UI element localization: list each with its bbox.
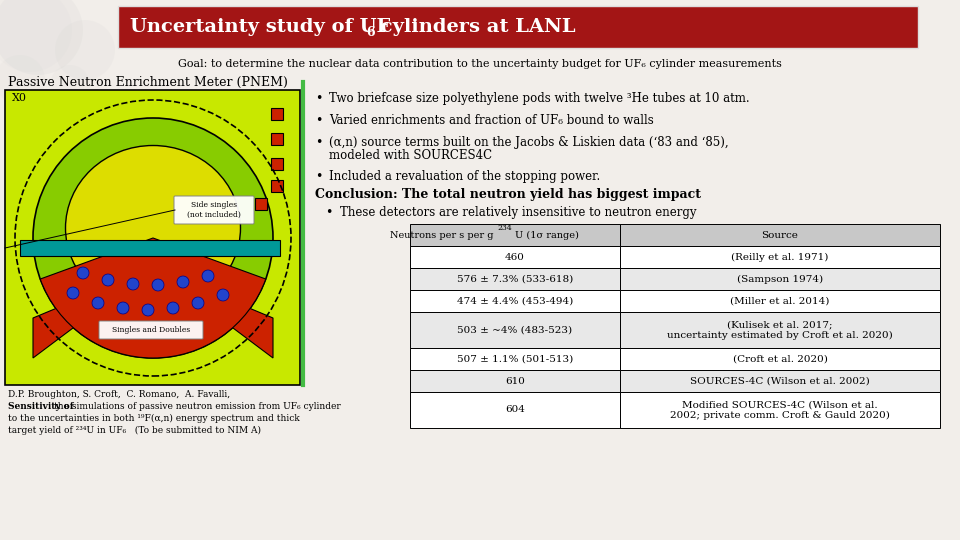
- Circle shape: [152, 279, 164, 291]
- FancyBboxPatch shape: [271, 158, 283, 170]
- Text: (Sampson 1974): (Sampson 1974): [737, 274, 823, 284]
- FancyBboxPatch shape: [410, 246, 620, 268]
- Text: uncertainty estimated by Croft et al. 2020): uncertainty estimated by Croft et al. 20…: [667, 330, 893, 340]
- FancyBboxPatch shape: [620, 348, 940, 370]
- FancyBboxPatch shape: [410, 312, 620, 348]
- Text: Goal: to determine the nuclear data contribution to the uncertainty budget for U: Goal: to determine the nuclear data cont…: [178, 59, 782, 69]
- Circle shape: [33, 118, 273, 358]
- Text: 474 ± 4.4% (453-494): 474 ± 4.4% (453-494): [457, 296, 573, 306]
- Text: 234: 234: [497, 224, 512, 232]
- Wedge shape: [40, 238, 266, 358]
- Text: These detectors are relatively insensitive to neutron energy: These detectors are relatively insensiti…: [340, 206, 697, 219]
- Text: Sensitivity of: Sensitivity of: [8, 402, 74, 411]
- Text: to the uncertainties in both ¹⁹F(α,n) energy spectrum and thick: to the uncertainties in both ¹⁹F(α,n) en…: [8, 414, 300, 423]
- Text: D.P. Broughton, S. Croft,  C. Romano,  A. Favalli,: D.P. Broughton, S. Croft, C. Romano, A. …: [8, 390, 233, 399]
- Circle shape: [92, 297, 104, 309]
- FancyBboxPatch shape: [5, 90, 300, 385]
- Text: 6: 6: [366, 25, 374, 38]
- Circle shape: [77, 267, 89, 279]
- Circle shape: [127, 278, 139, 290]
- FancyBboxPatch shape: [620, 268, 940, 290]
- Circle shape: [202, 270, 214, 282]
- Circle shape: [192, 297, 204, 309]
- FancyBboxPatch shape: [620, 246, 940, 268]
- Text: the simulations of passive neutron emission from UF₆ cylinder: the simulations of passive neutron emiss…: [8, 402, 341, 411]
- Circle shape: [0, 0, 83, 75]
- Text: Uncertainty study of UF: Uncertainty study of UF: [130, 18, 391, 36]
- Text: Side singles
(not included): Side singles (not included): [187, 201, 241, 219]
- Text: (Croft et al. 2020): (Croft et al. 2020): [732, 354, 828, 363]
- Text: Conclusion: The total neutron yield has biggest impact: Conclusion: The total neutron yield has …: [315, 188, 701, 201]
- Text: 610: 610: [505, 376, 525, 386]
- Text: (α,n) source terms built on the Jacobs & Liskien data (‘83 and ‘85),: (α,n) source terms built on the Jacobs &…: [329, 136, 729, 149]
- FancyBboxPatch shape: [410, 370, 620, 392]
- FancyBboxPatch shape: [410, 290, 620, 312]
- Text: Neutrons per s per g: Neutrons per s per g: [391, 231, 497, 240]
- Circle shape: [50, 65, 90, 105]
- FancyBboxPatch shape: [620, 224, 940, 246]
- Text: •: •: [315, 114, 323, 127]
- FancyBboxPatch shape: [620, 370, 940, 392]
- Text: SOURCES-4C (Wilson et al. 2002): SOURCES-4C (Wilson et al. 2002): [690, 376, 870, 386]
- Text: 604: 604: [505, 406, 525, 415]
- FancyBboxPatch shape: [620, 392, 940, 428]
- Ellipse shape: [65, 145, 241, 310]
- Text: •: •: [315, 170, 323, 183]
- Text: Included a revaluation of the stopping power.: Included a revaluation of the stopping p…: [329, 170, 600, 183]
- FancyBboxPatch shape: [620, 290, 940, 312]
- Text: Passive Neutron Enrichment Meter (PNEM): Passive Neutron Enrichment Meter (PNEM): [8, 76, 288, 89]
- Text: target yield of ²³⁴U in UF₆   (To be submitted to NIM A): target yield of ²³⁴U in UF₆ (To be submi…: [8, 426, 261, 435]
- Text: Source: Source: [761, 231, 799, 240]
- Circle shape: [55, 20, 115, 80]
- Text: 460: 460: [505, 253, 525, 261]
- FancyBboxPatch shape: [410, 348, 620, 370]
- Text: modeled with SOURCES4C: modeled with SOURCES4C: [329, 149, 492, 162]
- Circle shape: [217, 289, 229, 301]
- Text: Two briefcase size polyethylene pods with twelve ³He tubes at 10 atm.: Two briefcase size polyethylene pods wit…: [329, 92, 750, 105]
- FancyBboxPatch shape: [410, 224, 620, 246]
- Polygon shape: [153, 268, 273, 358]
- Text: Varied enrichments and fraction of UF₆ bound to walls: Varied enrichments and fraction of UF₆ b…: [329, 114, 654, 127]
- Text: cylinders at LANL: cylinders at LANL: [374, 18, 575, 36]
- Text: (Kulisek et al. 2017;: (Kulisek et al. 2017;: [728, 321, 832, 329]
- Text: (Reilly et al. 1971): (Reilly et al. 1971): [732, 252, 828, 261]
- Text: 503 ± ~4% (483-523): 503 ± ~4% (483-523): [457, 326, 572, 334]
- Text: U (1σ range): U (1σ range): [515, 231, 579, 240]
- FancyBboxPatch shape: [99, 321, 203, 339]
- FancyBboxPatch shape: [174, 196, 254, 224]
- FancyBboxPatch shape: [255, 198, 267, 210]
- Circle shape: [102, 274, 114, 286]
- Text: (Miller et al. 2014): (Miller et al. 2014): [731, 296, 829, 306]
- Circle shape: [177, 276, 189, 288]
- FancyBboxPatch shape: [20, 240, 280, 256]
- FancyBboxPatch shape: [410, 392, 620, 428]
- Text: 576 ± 7.3% (533-618): 576 ± 7.3% (533-618): [457, 274, 573, 284]
- FancyBboxPatch shape: [271, 133, 283, 145]
- Circle shape: [0, 0, 72, 72]
- Text: Singles and Doubles: Singles and Doubles: [112, 326, 190, 334]
- FancyBboxPatch shape: [620, 312, 940, 348]
- FancyBboxPatch shape: [271, 180, 283, 192]
- Circle shape: [0, 55, 45, 105]
- FancyBboxPatch shape: [118, 6, 918, 48]
- Text: 507 ± 1.1% (501-513): 507 ± 1.1% (501-513): [457, 354, 573, 363]
- Circle shape: [142, 304, 154, 316]
- FancyBboxPatch shape: [271, 108, 283, 120]
- Circle shape: [67, 287, 79, 299]
- Polygon shape: [33, 268, 153, 358]
- Circle shape: [167, 302, 179, 314]
- Text: •: •: [325, 206, 332, 219]
- FancyBboxPatch shape: [410, 268, 620, 290]
- Text: 2002; private comm. Croft & Gauld 2020): 2002; private comm. Croft & Gauld 2020): [670, 410, 890, 420]
- Circle shape: [117, 302, 129, 314]
- Text: Modified SOURCES-4C (Wilson et al.: Modified SOURCES-4C (Wilson et al.: [683, 401, 877, 409]
- Text: X0: X0: [12, 93, 27, 103]
- Text: •: •: [315, 92, 323, 105]
- Text: •: •: [315, 136, 323, 149]
